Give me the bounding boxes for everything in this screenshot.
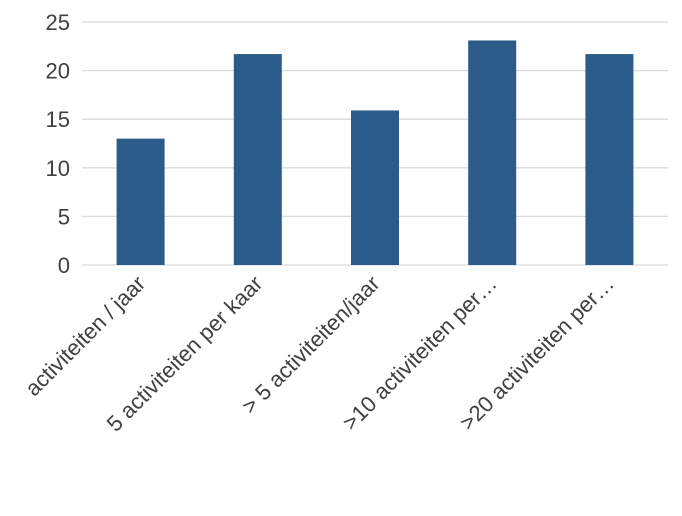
y-tick-label: 25	[46, 10, 70, 35]
bar	[116, 138, 165, 265]
y-tick-label: 15	[46, 107, 70, 132]
y-tick-label: 10	[46, 156, 70, 181]
y-tick-label: 20	[46, 59, 70, 84]
y-tick-label: 5	[58, 204, 70, 229]
y-axis-tick-labels: 0 5 10 15 20 25	[46, 10, 70, 278]
x-tick-label: activiteiten / jaar	[20, 271, 150, 401]
y-tick-label: 0	[58, 253, 70, 278]
bar	[468, 40, 517, 265]
bar	[585, 54, 634, 265]
bars	[116, 40, 634, 266]
bar	[351, 110, 399, 266]
bar	[233, 54, 282, 265]
